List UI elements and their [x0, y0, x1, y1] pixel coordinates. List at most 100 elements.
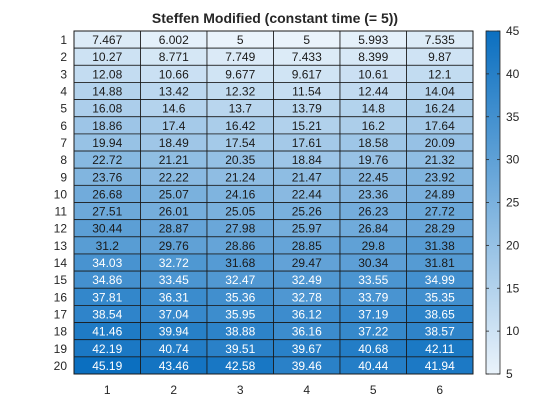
cell-value-label: 40.74 [159, 342, 189, 356]
chart-title: Steffen Modified (constant time (= 5)) [152, 10, 398, 26]
cell-value-label: 23.36 [358, 187, 388, 201]
cell-value-label: 34.03 [92, 256, 122, 270]
cell-value-label: 32.47 [225, 273, 255, 287]
y-tick-label: 19 [54, 342, 68, 356]
cell-value-label: 13.79 [292, 102, 322, 116]
cell-value-label: 26.84 [358, 222, 388, 236]
y-tick-label: 18 [54, 325, 68, 339]
cell-value-label: 21.47 [292, 170, 322, 184]
cell-value-label: 36.16 [292, 325, 322, 339]
x-tick-label: 1 [104, 383, 111, 397]
colorbar-tick-label: 20 [506, 238, 520, 252]
y-tick-label: 17 [54, 307, 68, 321]
cell-value-label: 31.68 [225, 256, 255, 270]
y-tick-label: 5 [60, 102, 67, 116]
cell-value-label: 24.16 [225, 187, 255, 201]
cell-value-label: 17.4 [162, 119, 186, 133]
cell-value-label: 31.38 [425, 239, 455, 253]
cell-value-label: 5.993 [358, 33, 388, 47]
cell-value-label: 33.45 [159, 273, 189, 287]
cell-value-label: 30.34 [358, 256, 388, 270]
cell-value-label: 12.08 [92, 67, 122, 81]
y-tick-label: 3 [60, 67, 67, 81]
cell-value-label: 29.47 [292, 256, 322, 270]
cell-value-label: 7.749 [225, 50, 255, 64]
cell-value-label: 7.535 [425, 33, 455, 47]
cell-value-label: 26.23 [358, 205, 388, 219]
cell-value-label: 8.771 [159, 50, 189, 64]
cell-value-label: 39.94 [159, 325, 189, 339]
y-tick-label: 2 [60, 50, 67, 64]
cell-value-label: 18.49 [159, 136, 189, 150]
cell-value-label: 6.002 [159, 33, 189, 47]
cell-value-label: 26.01 [159, 205, 189, 219]
cell-value-label: 28.29 [425, 222, 455, 236]
colorbar-tick-label: 25 [506, 196, 520, 210]
y-tick-label: 8 [60, 153, 67, 167]
cell-value-label: 43.46 [159, 359, 189, 373]
colorbar-tick-label: 45 [506, 24, 520, 38]
cell-value-label: 28.85 [292, 239, 322, 253]
cell-value-label: 42.58 [225, 359, 255, 373]
cell-value-label: 21.21 [159, 153, 189, 167]
cell-value-label: 24.89 [425, 187, 455, 201]
colorbar-tick-label: 10 [506, 324, 520, 338]
cell-value-label: 40.44 [358, 359, 388, 373]
cell-value-label: 25.07 [159, 187, 189, 201]
cell-value-label: 37.81 [92, 290, 122, 304]
cell-value-label: 42.19 [92, 342, 122, 356]
cell-value-label: 16.24 [425, 102, 455, 116]
plot-frame [73, 30, 474, 375]
cell-value-label: 34.99 [425, 273, 455, 287]
cell-value-label: 12.32 [225, 85, 255, 99]
cell-value-label: 20.09 [425, 136, 455, 150]
x-tick-label: 4 [303, 383, 310, 397]
colorbar: 5 10 15 20 25 30 35 40 45 [485, 24, 520, 381]
cell-value-label: 22.44 [292, 187, 322, 201]
x-tick-label: 2 [170, 383, 177, 397]
y-tick-label: 7 [60, 136, 67, 150]
cell-value-label: 32.78 [292, 290, 322, 304]
cell-value-label: 18.58 [358, 136, 388, 150]
cell-value-label: 17.64 [425, 119, 455, 133]
cell-value-label: 23.92 [425, 170, 455, 184]
cell-value-label: 19.94 [92, 136, 122, 150]
y-tick-label: 13 [54, 239, 68, 253]
cell-value-label: 17.54 [225, 136, 255, 150]
cell-value-label: 30.44 [92, 222, 122, 236]
cell-value-label: 7.467 [92, 33, 122, 47]
cell-value-label: 27.72 [425, 205, 455, 219]
heatmap-cells: 7.467 6.002 5 5 5.993 7.535 10.27 8.771 7.749 7.4… [73, 30, 474, 375]
cell-value-label: 8.399 [358, 50, 388, 64]
cell-value-label: 9.677 [225, 67, 255, 81]
cell-value-label: 22.45 [358, 170, 388, 184]
y-tick-label: 14 [54, 256, 68, 270]
cell-value-label: 14.88 [92, 85, 122, 99]
cell-value-label: 37.22 [358, 325, 388, 339]
cell-value-label: 7.433 [292, 50, 322, 64]
cell-value-label: 27.98 [225, 222, 255, 236]
cell-value-label: 10.27 [92, 50, 122, 64]
cell-value-label: 12.44 [358, 85, 388, 99]
cell-value-label: 10.61 [358, 67, 388, 81]
y-tick-label: 6 [60, 119, 67, 133]
y-tick-label: 12 [54, 222, 68, 236]
cell-value-label: 23.76 [92, 170, 122, 184]
cell-value-label: 25.05 [225, 205, 255, 219]
cell-value-label: 22.72 [92, 153, 122, 167]
x-tick-label: 6 [436, 383, 443, 397]
cell-value-label: 38.65 [425, 307, 455, 321]
cell-value-label: 14.04 [425, 85, 455, 99]
y-tick-label: 20 [54, 359, 68, 373]
cell-value-label: 17.61 [292, 136, 322, 150]
cell-value-label: 35.35 [425, 290, 455, 304]
cell-value-label: 41.94 [425, 359, 455, 373]
cell-value-label: 31.2 [96, 239, 120, 253]
colorbar-tick-label: 40 [506, 67, 520, 81]
cell-value-label: 25.97 [292, 222, 322, 236]
cell-value-label: 37.19 [358, 307, 388, 321]
cell-value-label: 32.72 [159, 256, 189, 270]
cell-value-label: 28.87 [159, 222, 189, 236]
cell-value-label: 9.87 [428, 50, 452, 64]
